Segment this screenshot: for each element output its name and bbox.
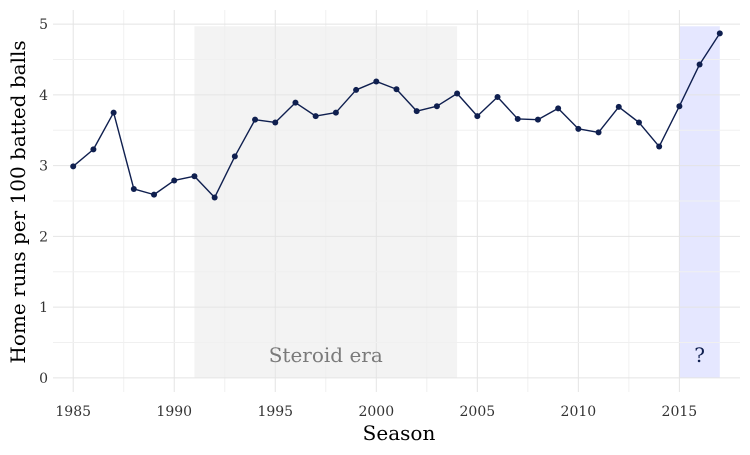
- data-point: [555, 105, 562, 112]
- data-point: [110, 109, 117, 116]
- data-point: [494, 94, 501, 101]
- x-tick-label: 1990: [156, 404, 192, 420]
- y-tick-label: 2: [39, 229, 48, 245]
- data-point: [312, 113, 319, 120]
- question-mark-label: ?: [694, 343, 705, 367]
- data-point: [696, 61, 703, 68]
- data-point: [353, 86, 360, 93]
- y-tick-label: 5: [39, 17, 48, 33]
- data-point: [534, 116, 541, 123]
- y-axis-title: Home runs per 100 batted balls: [6, 40, 30, 363]
- data-point: [716, 30, 723, 37]
- data-point: [272, 119, 279, 126]
- x-tick-label: 2015: [662, 404, 698, 420]
- data-point: [70, 163, 77, 170]
- data-point: [615, 103, 622, 110]
- data-point: [656, 143, 663, 150]
- data-point: [514, 115, 521, 122]
- x-tick-label: 1985: [55, 404, 91, 420]
- shaded-region-recent: [679, 26, 720, 378]
- data-point: [676, 103, 683, 110]
- x-tick-label: 1995: [257, 404, 293, 420]
- x-tick-label: 2000: [358, 404, 394, 420]
- data-point: [373, 78, 380, 85]
- x-tick-label: 2010: [561, 404, 597, 420]
- data-point: [474, 113, 481, 120]
- y-tick-label: 4: [39, 88, 48, 104]
- data-point: [635, 119, 642, 126]
- data-point: [130, 185, 137, 192]
- data-point: [454, 90, 461, 97]
- data-point: [595, 129, 602, 136]
- data-point: [211, 194, 218, 201]
- y-tick-label: 3: [39, 159, 48, 175]
- data-point: [252, 116, 259, 123]
- data-point: [171, 177, 178, 184]
- x-axis-title: Season: [363, 421, 436, 445]
- steroid-era-label: Steroid era: [269, 343, 383, 367]
- data-point: [413, 108, 420, 115]
- data-point: [151, 191, 158, 198]
- data-point: [191, 173, 198, 180]
- axis-ticks: 1985 1990 1995 2000 2005 2010 2015 0 1 2 3 4 5: [39, 17, 697, 420]
- series-layer: [70, 30, 723, 201]
- data-point: [332, 109, 339, 116]
- annotations: Steroid era?: [269, 343, 705, 367]
- data-point: [393, 86, 400, 93]
- y-tick-label: 1: [39, 300, 48, 316]
- shaded-regions: [194, 26, 720, 378]
- data-point: [292, 99, 299, 106]
- y-tick-label: 0: [39, 371, 48, 387]
- data-point: [90, 146, 97, 153]
- x-tick-label: 2005: [460, 404, 496, 420]
- data-point: [231, 153, 238, 160]
- gridlines: [53, 10, 740, 392]
- data-point: [575, 125, 582, 132]
- data-point: [433, 103, 440, 110]
